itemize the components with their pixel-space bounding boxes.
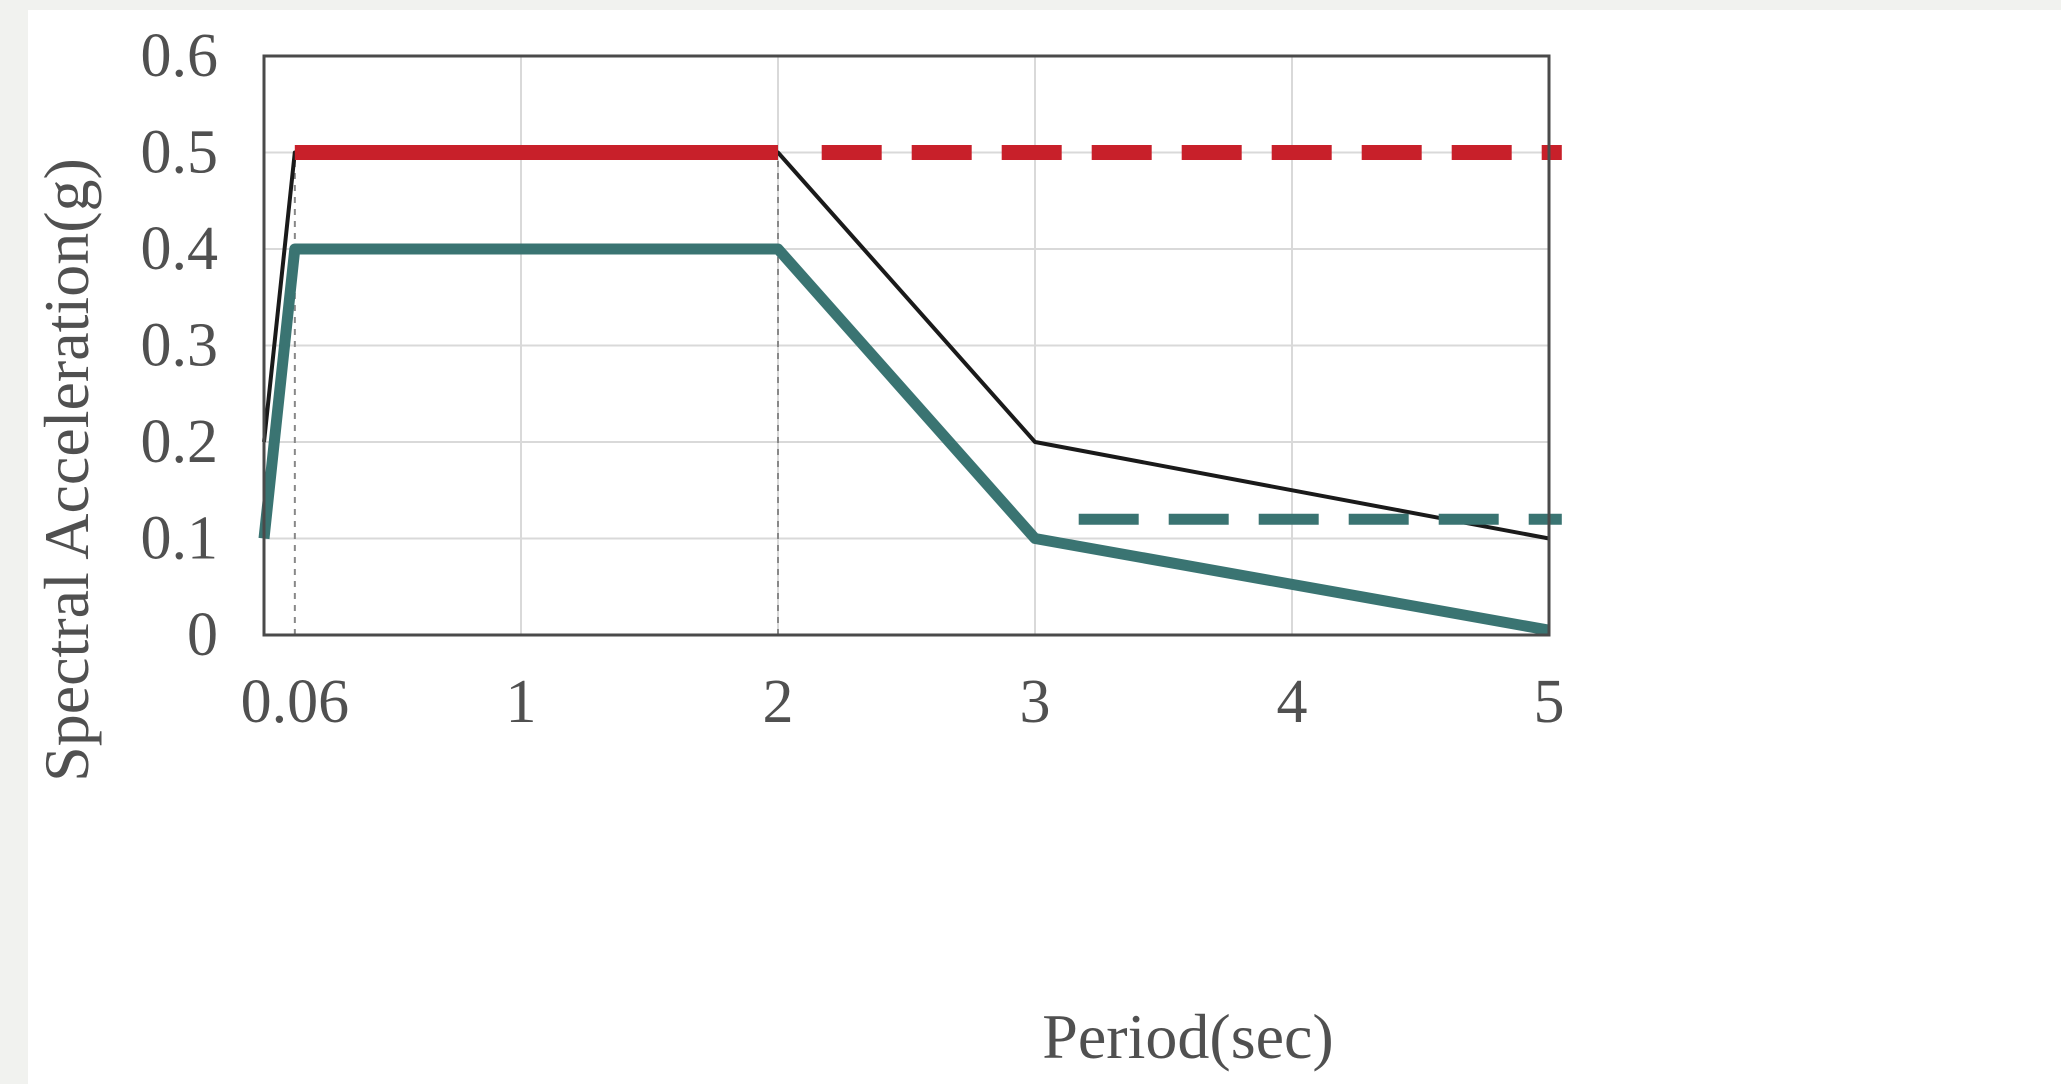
y-tick-label: 0.4: [141, 215, 219, 283]
chart-background: [28, 10, 2061, 1084]
y-tick-label: 0.3: [141, 312, 219, 380]
y-axis-title: Spectral Acceleration(g): [31, 158, 102, 782]
series-layer: [258, 145, 1562, 636]
y-tick-label: 0.5: [141, 119, 219, 187]
x-tick-label: 0.06: [241, 668, 350, 736]
y-tick-label: 0.6: [141, 22, 219, 90]
x-tick-label: 1: [506, 668, 537, 736]
x-tick-label: 2: [763, 668, 794, 736]
x-tick-label: 3: [1020, 668, 1051, 736]
x-tick-label: 4: [1277, 668, 1308, 736]
y-tick-label: 0.2: [141, 408, 219, 476]
y-tick-label: 0: [187, 601, 218, 669]
x-axis-title: Period(sec): [1042, 1001, 1333, 1072]
x-tick-labels: 0.06 1 2 3 4 5: [241, 668, 1565, 736]
y-tick-labels: 0 0.1 0.2 0.3 0.4 0.5 0.6: [141, 22, 219, 669]
series-line-3: [258, 243, 1550, 636]
reference-lines: [293, 152, 779, 635]
plot-frame: [262, 54, 1551, 637]
x-tick-label: 5: [1534, 668, 1565, 736]
y-tick-label: 0.1: [141, 505, 219, 573]
